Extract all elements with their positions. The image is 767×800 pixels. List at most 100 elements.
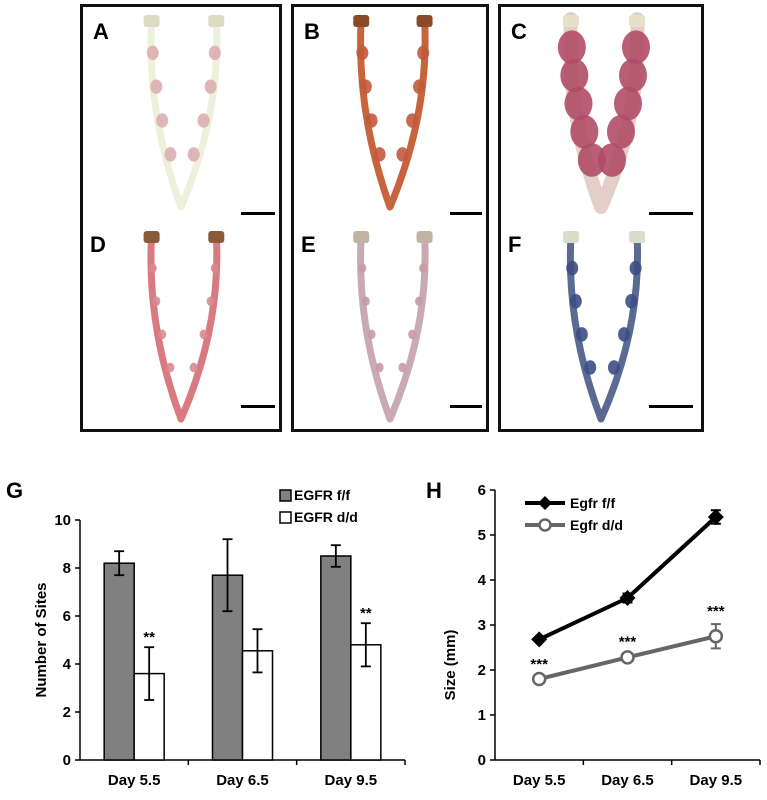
significance-label: **	[360, 605, 372, 622]
ovary-tip	[416, 15, 433, 27]
data-point	[619, 590, 636, 606]
figure-label-h: H	[426, 478, 442, 503]
significance-label: ***	[530, 656, 548, 673]
x-tick-label: Day 6.5	[601, 772, 654, 789]
y-tick-label: 4	[63, 656, 72, 673]
uterus-image-b	[353, 15, 433, 423]
data-point	[707, 509, 724, 525]
data-point	[531, 671, 547, 687]
y-axis-label: Size (mm)	[442, 630, 459, 701]
x-tick-label: Day 5.5	[108, 772, 161, 789]
implantation-site	[622, 30, 650, 64]
implantation-site	[197, 113, 210, 128]
scale-bar-b	[450, 212, 482, 215]
implantation-site	[419, 263, 428, 273]
implantation-site	[152, 296, 161, 307]
panel-label-c: C	[511, 19, 527, 44]
bar-chart-g: 0 2 4 6 8 10 Number of Sites Day 5.5 ** Day 6.5 Da…	[33, 487, 406, 789]
implantation-site	[166, 362, 175, 373]
implantation-site	[148, 263, 157, 273]
bar	[320, 555, 352, 761]
implantation-site	[584, 360, 597, 375]
implantation-site	[187, 147, 200, 162]
implantation-site	[204, 79, 217, 94]
legend-marker	[538, 518, 552, 532]
photo-panel-a: A	[80, 4, 282, 432]
implantation-site	[406, 113, 419, 128]
panel-label-e: E	[301, 232, 316, 257]
legend-label: Egfr d/d	[570, 517, 623, 533]
data-point	[531, 631, 548, 648]
ovary-tip	[353, 231, 370, 243]
line-chart-h: 0 1 2 3 4 5 6 Size (mm) Day 5.5 Day 6.5 Day 9.5 ***…	[442, 482, 761, 789]
x-tick-label: Day 6.5	[216, 772, 269, 789]
y-tick-label: 10	[54, 512, 71, 529]
implantation-site	[358, 263, 367, 273]
implantation-site	[560, 58, 589, 93]
uterine-horn	[147, 231, 221, 423]
implantation-site	[619, 58, 647, 93]
panel-label-b: B	[304, 19, 320, 44]
implantation-site	[365, 113, 378, 128]
x-tick-label: Day 5.5	[513, 772, 566, 789]
implantation-site	[577, 143, 606, 177]
bar	[103, 562, 135, 761]
panel-label-f: F	[508, 232, 522, 257]
implantation-site	[625, 294, 638, 309]
implantation-site	[396, 147, 409, 162]
implantation-site	[629, 260, 642, 276]
uterus-image-c	[557, 12, 650, 423]
y-tick-label: 6	[478, 482, 486, 499]
ovary-tip	[208, 15, 225, 27]
y-tick-label: 4	[478, 572, 487, 589]
y-tick-label: 2	[63, 704, 71, 721]
implantation-site	[398, 362, 407, 373]
scale-bar-b2	[450, 405, 482, 408]
implantation-site	[206, 296, 215, 307]
uterine-horn	[357, 231, 429, 423]
implantation-site	[164, 147, 177, 162]
y-tick-label: 8	[63, 560, 71, 577]
data-point	[620, 650, 635, 665]
significance-label: **	[143, 629, 155, 646]
uterine-horn	[357, 15, 429, 211]
x-tick-label: Day 9.5	[325, 772, 378, 789]
legend-label: Egfr f/f	[570, 495, 615, 511]
y-tick-label: 3	[478, 617, 486, 634]
y-tick-label: 2	[478, 662, 486, 679]
implantation-site	[618, 327, 631, 342]
implantation-site	[361, 296, 370, 307]
uterine-horn	[566, 231, 641, 423]
photo-panel-b: B	[291, 4, 489, 432]
figure-label-g: G	[6, 478, 24, 503]
ovary-tip	[629, 231, 645, 243]
implantation-site	[607, 115, 635, 149]
y-tick-label: 5	[478, 527, 486, 544]
implantation-site	[199, 329, 208, 340]
implantation-site	[156, 113, 169, 128]
uterine-horn	[147, 15, 221, 211]
legend-marker	[538, 496, 552, 510]
scale-bar-a2	[241, 405, 275, 408]
significance-label: ***	[707, 603, 725, 620]
implantation-site	[408, 329, 417, 340]
implantation-site	[208, 45, 221, 61]
y-tick-label: 6	[63, 608, 71, 625]
legend-label: EGFR d/d	[294, 509, 358, 525]
ovary-tip	[143, 231, 160, 243]
ovary-tip	[563, 15, 579, 27]
series-line	[538, 515, 718, 642]
implantation-site	[413, 79, 426, 94]
implantation-site	[373, 147, 386, 162]
ovary-tip	[563, 231, 579, 243]
uterus-image-a	[143, 15, 225, 423]
ovary-tip	[353, 15, 370, 27]
implantation-site	[150, 79, 163, 94]
ovary-tip	[629, 15, 645, 27]
legend-swatch	[279, 489, 292, 502]
ovary-tip	[208, 231, 225, 243]
implantation-site	[607, 360, 620, 375]
y-axis-label: Number of Sites	[33, 582, 50, 697]
photo-panel-c: C	[498, 4, 704, 432]
implantation-site	[575, 327, 588, 342]
